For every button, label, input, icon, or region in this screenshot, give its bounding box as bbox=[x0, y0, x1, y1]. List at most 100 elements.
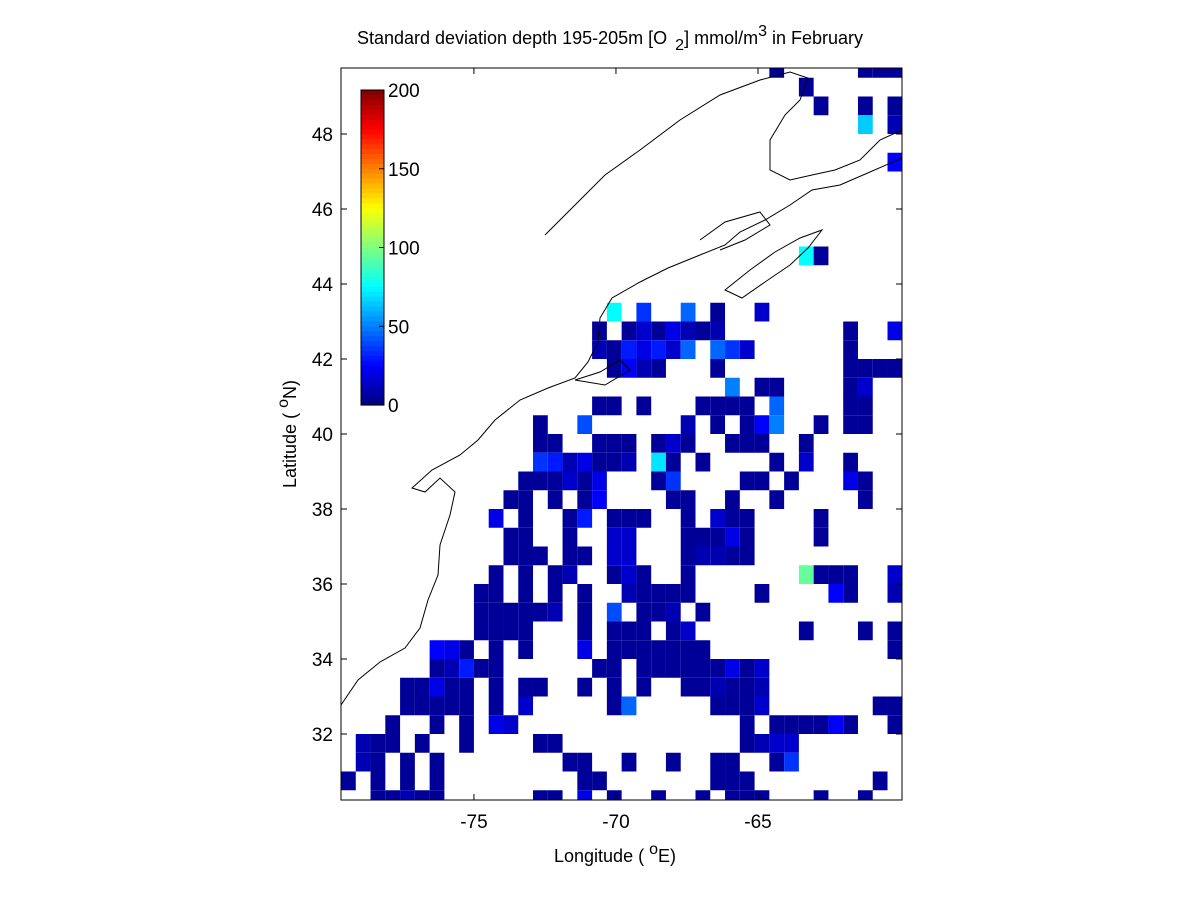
colorbar-swatch bbox=[361, 380, 384, 386]
cell bbox=[813, 509, 829, 528]
cell bbox=[547, 452, 563, 472]
cell bbox=[577, 677, 593, 697]
cell bbox=[429, 659, 445, 678]
cell bbox=[739, 715, 755, 734]
cell bbox=[710, 509, 726, 528]
cell bbox=[414, 696, 430, 716]
cell bbox=[680, 640, 696, 659]
colorbar-swatch bbox=[361, 272, 384, 278]
cell bbox=[710, 659, 726, 678]
cell bbox=[651, 359, 666, 378]
colorbar-swatch bbox=[361, 178, 384, 185]
label-superscript: o bbox=[275, 399, 292, 408]
cell bbox=[857, 790, 873, 800]
cell bbox=[636, 659, 652, 678]
cell bbox=[680, 677, 696, 697]
cell bbox=[710, 771, 726, 791]
cell bbox=[665, 752, 681, 772]
cell bbox=[710, 527, 726, 547]
cell bbox=[680, 621, 696, 641]
cell bbox=[798, 621, 814, 641]
label-part: N) bbox=[280, 380, 300, 399]
cell bbox=[429, 696, 445, 716]
colorbar-swatch bbox=[361, 208, 384, 214]
cell bbox=[636, 396, 652, 416]
cell bbox=[857, 415, 873, 434]
cell bbox=[621, 565, 637, 584]
cell bbox=[710, 302, 726, 322]
cell bbox=[370, 771, 386, 791]
cell bbox=[503, 546, 519, 566]
cell bbox=[355, 752, 371, 772]
cell bbox=[680, 584, 696, 603]
cell bbox=[459, 659, 474, 678]
cell bbox=[739, 434, 755, 453]
colorbar-swatch bbox=[361, 213, 384, 219]
cell bbox=[488, 696, 504, 716]
colorbar-swatch bbox=[361, 104, 384, 111]
cell bbox=[636, 340, 652, 359]
cell bbox=[739, 696, 755, 716]
cell bbox=[562, 565, 578, 584]
cell bbox=[813, 790, 829, 800]
cell bbox=[739, 790, 755, 800]
title-subscript: 2 bbox=[675, 37, 684, 54]
cell bbox=[739, 415, 755, 434]
y-tick-label: 34 bbox=[312, 650, 334, 671]
cell bbox=[606, 565, 622, 584]
cell bbox=[577, 584, 593, 603]
cell bbox=[518, 640, 534, 659]
cell bbox=[651, 321, 666, 341]
cell bbox=[843, 415, 858, 434]
cell bbox=[651, 471, 666, 491]
cell bbox=[473, 584, 489, 603]
cell bbox=[606, 677, 622, 697]
cell bbox=[665, 602, 681, 622]
y-tick-label: 36 bbox=[312, 575, 333, 596]
cell bbox=[725, 434, 740, 453]
cell bbox=[710, 340, 726, 359]
cell bbox=[680, 415, 696, 434]
colorbar-swatch bbox=[361, 149, 384, 155]
colorbar-swatch bbox=[361, 286, 384, 293]
cell bbox=[518, 527, 534, 547]
cell bbox=[621, 696, 637, 716]
cell bbox=[533, 677, 548, 697]
cell bbox=[592, 771, 607, 791]
cell bbox=[813, 246, 829, 266]
cell bbox=[621, 434, 637, 453]
cell bbox=[665, 471, 681, 491]
cell bbox=[710, 321, 726, 341]
colorbar-swatch bbox=[361, 183, 384, 190]
cell bbox=[606, 659, 622, 678]
cell bbox=[828, 565, 844, 584]
cell bbox=[444, 659, 460, 678]
cell bbox=[798, 246, 814, 266]
cell bbox=[680, 509, 696, 528]
cell bbox=[621, 321, 637, 341]
cells bbox=[341, 68, 902, 800]
cell bbox=[843, 359, 858, 378]
cell bbox=[651, 584, 666, 603]
cell bbox=[547, 490, 563, 509]
cell bbox=[754, 377, 770, 397]
cell bbox=[488, 602, 504, 622]
cell bbox=[547, 734, 563, 753]
cell bbox=[621, 621, 637, 641]
cell bbox=[754, 434, 770, 453]
cell bbox=[754, 696, 770, 716]
cell bbox=[533, 415, 548, 434]
colorbar-swatch bbox=[361, 247, 384, 254]
cell bbox=[592, 340, 607, 359]
cell bbox=[503, 490, 519, 509]
cell bbox=[651, 659, 666, 678]
cell bbox=[444, 696, 460, 716]
cell bbox=[665, 584, 681, 603]
cell bbox=[857, 115, 873, 134]
cell bbox=[843, 584, 858, 603]
cell bbox=[429, 715, 445, 734]
cell bbox=[562, 527, 578, 547]
cell bbox=[606, 790, 622, 800]
cell bbox=[739, 471, 755, 491]
cell bbox=[872, 771, 888, 791]
